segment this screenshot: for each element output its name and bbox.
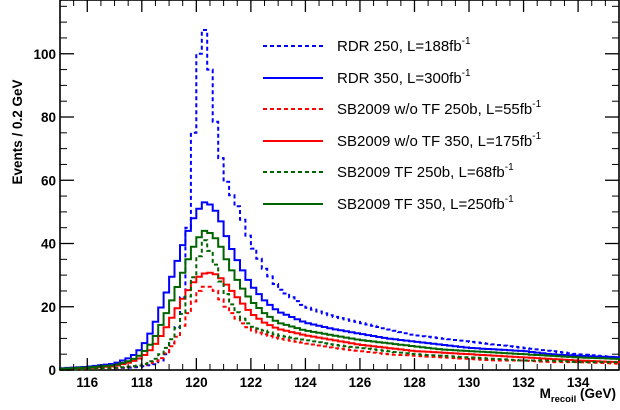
x-tick-label-1: 118	[131, 375, 153, 390]
y-tick-label-5: 100	[33, 47, 56, 62]
series-line-1	[59, 201, 620, 370]
y-tick-label-0: 0	[48, 363, 56, 378]
legend-label-3: SB2009 w/o TF 350, L=175fb-1	[337, 131, 542, 150]
x-tick-label-4: 124	[294, 375, 317, 390]
x-tick-label-9: 134	[567, 375, 590, 390]
axis-layer: 116 118 120 122 124 126 128 130 132 134 0 20 40 60 80 1…	[33, 0, 620, 390]
series-layer	[59, 29, 620, 371]
legend-label-0: RDR 250, L=188fb-1	[337, 36, 471, 55]
x-tick-label-2: 120	[185, 375, 208, 390]
x-tick-label-6: 128	[403, 375, 426, 390]
plot-area	[59, 0, 620, 371]
x-axis-title: Mrecoil (GeV)	[540, 386, 616, 405]
series-line-5	[59, 229, 620, 370]
x-tick-label-0: 116	[76, 375, 98, 390]
legend-label-2: SB2009 w/o TF 250b, L=55fb-1	[337, 99, 542, 118]
y-tick-label-1: 20	[41, 300, 56, 315]
series-line-4	[59, 239, 620, 371]
legend-label-4: SB2009 TF 250b, L=68fb-1	[337, 162, 514, 181]
legend: RDR 250, L=188fb-1 RDR 350, L=300fb-1 SB20…	[263, 36, 542, 213]
x-axis-title-unit: (GeV)	[576, 386, 616, 401]
x-tick-label-5: 126	[349, 375, 372, 390]
y-tick-label-4: 80	[41, 110, 56, 125]
x-axis-title-main: M	[540, 386, 551, 401]
legend-label-1: RDR 350, L=300fb-1	[337, 68, 471, 87]
legend-label-5: SB2009 TF 350, L=250fb-1	[337, 194, 514, 213]
series-line-3	[59, 271, 620, 370]
series-line-0	[59, 29, 620, 371]
x-tick-label-8: 132	[512, 375, 535, 390]
x-tick-label-7: 130	[458, 375, 481, 390]
y-tick-label-3: 60	[41, 173, 56, 188]
y-axis-title: Events / 0.2 GeV	[10, 79, 25, 184]
x-axis-title-sub: recoil	[551, 394, 576, 405]
y-tick-label-2: 40	[41, 237, 56, 252]
x-tick-label-3: 122	[240, 375, 263, 390]
